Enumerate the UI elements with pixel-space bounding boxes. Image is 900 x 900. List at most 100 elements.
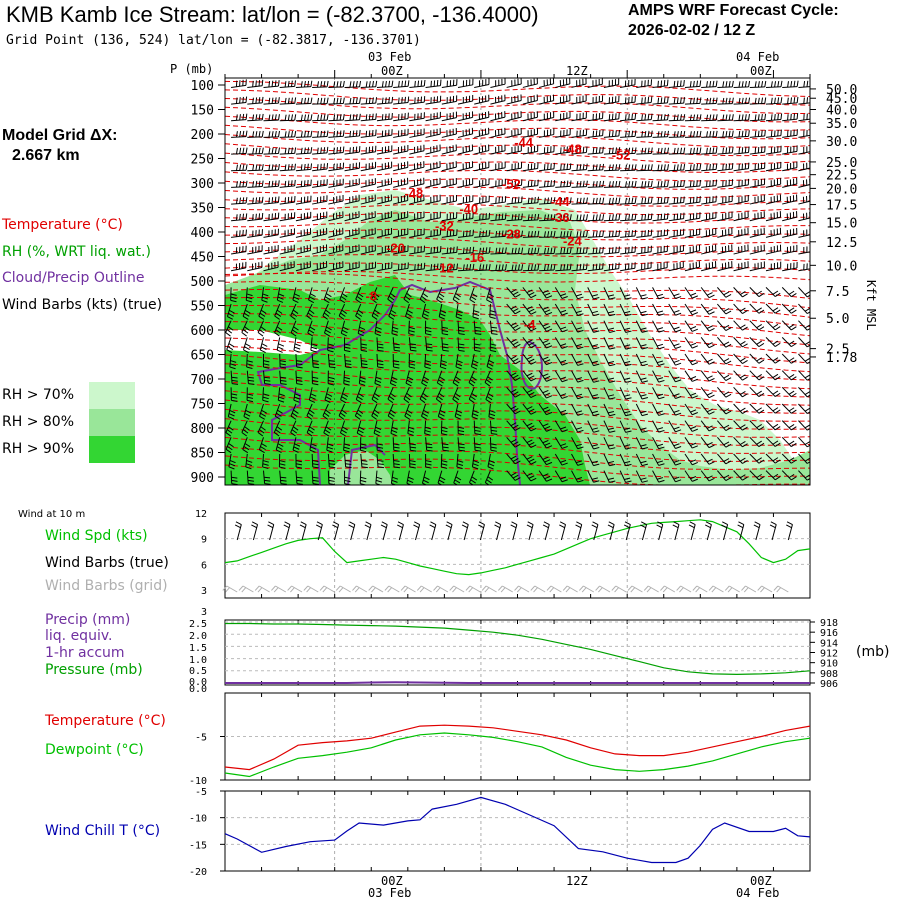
wind10m-grid-barb-flag bbox=[335, 585, 341, 591]
wind-barb-staff bbox=[733, 420, 743, 431]
wind-barb-flag bbox=[709, 180, 711, 187]
wind-barb-flag bbox=[260, 426, 266, 431]
wind-barb-flag bbox=[458, 343, 465, 346]
wind-barb-flag bbox=[327, 346, 334, 350]
wind-barb-flag bbox=[560, 359, 567, 363]
wind-barb-staff bbox=[425, 133, 441, 138]
wind-barb-staff bbox=[619, 353, 627, 366]
wind-barb-flag bbox=[796, 80, 799, 87]
wind-barb-flag bbox=[313, 366, 320, 369]
wind-barb-flag bbox=[561, 462, 568, 466]
wind-barb-flag bbox=[421, 395, 427, 401]
wind-barb-flag bbox=[591, 344, 598, 347]
wind-barb-staff bbox=[538, 387, 547, 399]
wind-barb-flag bbox=[692, 295, 698, 299]
wind-barb-flag bbox=[640, 327, 647, 330]
upper-wind-barbs bbox=[225, 78, 823, 485]
wind-barb-flag bbox=[658, 479, 665, 483]
wind-barb-flag bbox=[585, 180, 588, 187]
wind-barb-staff bbox=[571, 287, 579, 300]
wind-barb-flag bbox=[235, 131, 238, 138]
wind-barb-staff bbox=[571, 202, 587, 205]
wind-barb-staff bbox=[241, 420, 248, 433]
wind-barb-flag bbox=[290, 315, 296, 320]
wind10m-true-barb-flag bbox=[657, 521, 663, 525]
wind-barb-flag bbox=[676, 131, 679, 138]
wind10m-true-barb-staff bbox=[771, 524, 777, 541]
wind-barb-staff bbox=[360, 102, 376, 105]
wind-barb-flag bbox=[479, 264, 482, 271]
wind-barb-flag bbox=[722, 131, 725, 138]
wind10m-true-barb-flag bbox=[251, 524, 257, 529]
wind-barb-flag bbox=[754, 130, 757, 137]
wind-barb-flag bbox=[723, 458, 730, 462]
wind-barb-flag bbox=[485, 482, 490, 485]
wind-barb-flag bbox=[706, 81, 708, 88]
wind-barb-flag bbox=[591, 410, 598, 414]
windchill-label: Wind Chill T (°C) bbox=[45, 823, 161, 839]
legend-rh70-swatch bbox=[89, 382, 135, 409]
wind-barb-flag bbox=[514, 247, 517, 254]
wind-barb-flag bbox=[261, 299, 268, 303]
wind-barb-flag bbox=[279, 360, 286, 363]
wind-barb-flag bbox=[774, 130, 776, 137]
wind-barb-flag bbox=[544, 375, 551, 380]
wind-barb-staff bbox=[635, 437, 643, 450]
wind-barb-staff bbox=[360, 200, 376, 205]
wind-barb-flag bbox=[599, 197, 602, 204]
wind-barb-staff bbox=[619, 437, 627, 450]
wind-barb-staff bbox=[716, 453, 727, 465]
wind-barb-staff bbox=[815, 371, 823, 381]
wind-barb-flag bbox=[598, 130, 601, 137]
wind-barb-staff bbox=[603, 84, 619, 88]
wind-barb-flag bbox=[472, 413, 479, 417]
cross-section-panel: -44 -48 -52-52-48-44-40-36-32-28 -24-20-16-… bbox=[191, 70, 857, 486]
wind-barb-flag bbox=[585, 230, 588, 237]
temperature-contour-label: -36 bbox=[551, 210, 570, 225]
wind-barb-flag bbox=[375, 326, 382, 330]
temperature-contour-line bbox=[225, 143, 810, 157]
wind-barb-flag bbox=[576, 393, 583, 397]
wind-barb-flag bbox=[673, 80, 676, 88]
wind-barb-staff bbox=[733, 168, 749, 172]
wind-barb-staff bbox=[506, 287, 516, 298]
wind-barb-flag bbox=[323, 432, 330, 437]
wind-barb-flag bbox=[339, 146, 342, 153]
wind-barb-flag bbox=[323, 312, 330, 317]
wind-barb-flag bbox=[235, 114, 238, 121]
wind-barb-flag bbox=[280, 479, 287, 482]
wind-barb-flag bbox=[252, 214, 254, 221]
wind-barb-flag bbox=[607, 344, 615, 347]
wind-barb-staff bbox=[749, 151, 765, 155]
wind-barb-staff bbox=[506, 387, 516, 398]
wind-barb-flag bbox=[271, 114, 274, 121]
wind-barb-flag bbox=[625, 397, 632, 400]
wind-barb-flag bbox=[328, 483, 335, 485]
wind-barb-staff bbox=[474, 100, 489, 105]
wind-barb-staff bbox=[295, 168, 311, 172]
wind-barb-flag bbox=[345, 360, 352, 362]
temperature-contour-line bbox=[225, 98, 810, 115]
wind-barb-flag bbox=[530, 327, 537, 332]
wind-barb-flag bbox=[560, 476, 567, 480]
wind-barb-staff bbox=[376, 167, 392, 172]
wind-barb-staff bbox=[636, 235, 652, 238]
wind-barb-flag bbox=[260, 309, 267, 314]
wind-barb-flag bbox=[631, 113, 633, 120]
wind-barb-flag bbox=[609, 413, 616, 417]
wind-barb-flag bbox=[774, 459, 781, 464]
wind-barb-flag bbox=[244, 309, 251, 314]
wind-barb-flag bbox=[561, 345, 568, 349]
wind-barb-flag bbox=[592, 264, 595, 271]
wind-barb-staff bbox=[798, 353, 808, 364]
wind-barb-flag bbox=[293, 409, 299, 414]
wind-barb-flag bbox=[550, 264, 553, 271]
height-tick-label: 10.0 bbox=[826, 259, 857, 274]
wind-barb-flag bbox=[657, 197, 660, 204]
wind-barb-staff bbox=[554, 420, 563, 433]
wind10m-true-barb-flag bbox=[575, 524, 582, 529]
wind-barb-flag bbox=[294, 293, 301, 297]
wind-barb-flag bbox=[408, 326, 415, 330]
wind-barb-staff bbox=[635, 470, 643, 483]
wind-barb-staff bbox=[765, 200, 781, 205]
